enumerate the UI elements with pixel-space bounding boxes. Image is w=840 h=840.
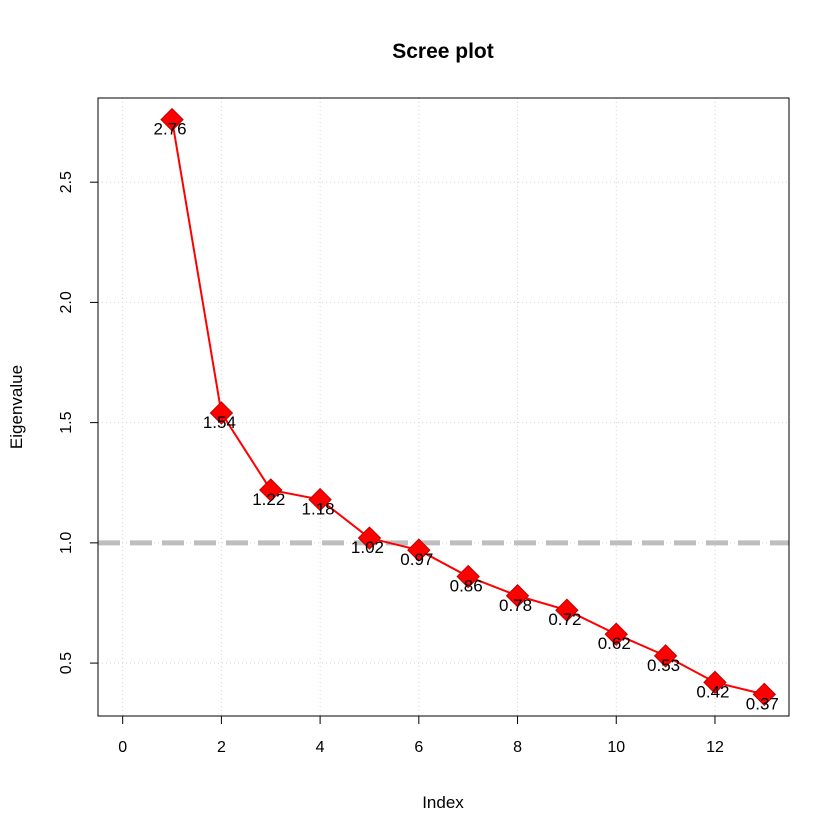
x-tick-label: 12 (706, 739, 724, 756)
x-axis: 0 2 4 6 8 10 12 (118, 715, 724, 756)
data-label: 0.62 (598, 634, 631, 653)
data-point-marker (505, 584, 530, 608)
data-label: 0.78 (499, 596, 532, 615)
data-label: 0.97 (400, 550, 433, 569)
data-label: 0.53 (647, 656, 680, 675)
data-label: 0.37 (746, 694, 779, 713)
x-axis-label: Index (422, 793, 464, 812)
data-point-marker (653, 644, 678, 668)
x-tick-label: 10 (607, 739, 625, 756)
data-point-marker (555, 598, 579, 622)
y-tick-label: 0.5 (58, 652, 75, 674)
x-tick-label: 4 (316, 739, 325, 756)
chart-title: Scree plot (392, 40, 494, 63)
y-axis-label: Eigenvalue (7, 365, 26, 449)
data-point-marker (407, 538, 431, 562)
x-tick-label: 6 (414, 739, 423, 756)
data-point-marker (456, 564, 480, 589)
data-point-marker (209, 401, 234, 425)
data-point-marker (259, 478, 283, 502)
data-point-marker (160, 107, 184, 132)
data-labels: 2.76 1.54 1.22 1.18 1.02 0.97 0.86 0.78 0.72 0.62… (153, 120, 778, 714)
y-tick-label: 2.0 (58, 291, 75, 313)
data-label: 0.86 (450, 577, 483, 596)
data-point-marker (604, 622, 628, 646)
data-label: 1.02 (351, 538, 384, 557)
data-label: 1.54 (203, 413, 236, 432)
data-label: 0.72 (548, 610, 581, 629)
grid (98, 98, 789, 716)
data-label: 2.76 (153, 120, 186, 139)
data-point-marker (703, 670, 727, 695)
plot-frame (97, 97, 790, 717)
y-axis: 0.5 1.0 1.5 2.0 2.5 (58, 171, 99, 674)
data-point-marker (752, 682, 777, 707)
series-line (171, 119, 765, 696)
y-tick-label: 2.5 (58, 171, 75, 193)
data-label: 1.22 (252, 490, 285, 509)
x-tick-label: 2 (217, 739, 226, 756)
data-point-marker (357, 526, 382, 550)
y-tick-label: 1.5 (58, 411, 75, 433)
x-tick-label: 0 (118, 739, 127, 756)
data-label: 0.42 (696, 682, 729, 701)
x-tick-label: 8 (513, 739, 522, 756)
data-label: 1.18 (302, 500, 335, 519)
series-layer (160, 107, 777, 707)
y-tick-label: 1.0 (58, 532, 75, 554)
data-point-marker (308, 487, 332, 512)
